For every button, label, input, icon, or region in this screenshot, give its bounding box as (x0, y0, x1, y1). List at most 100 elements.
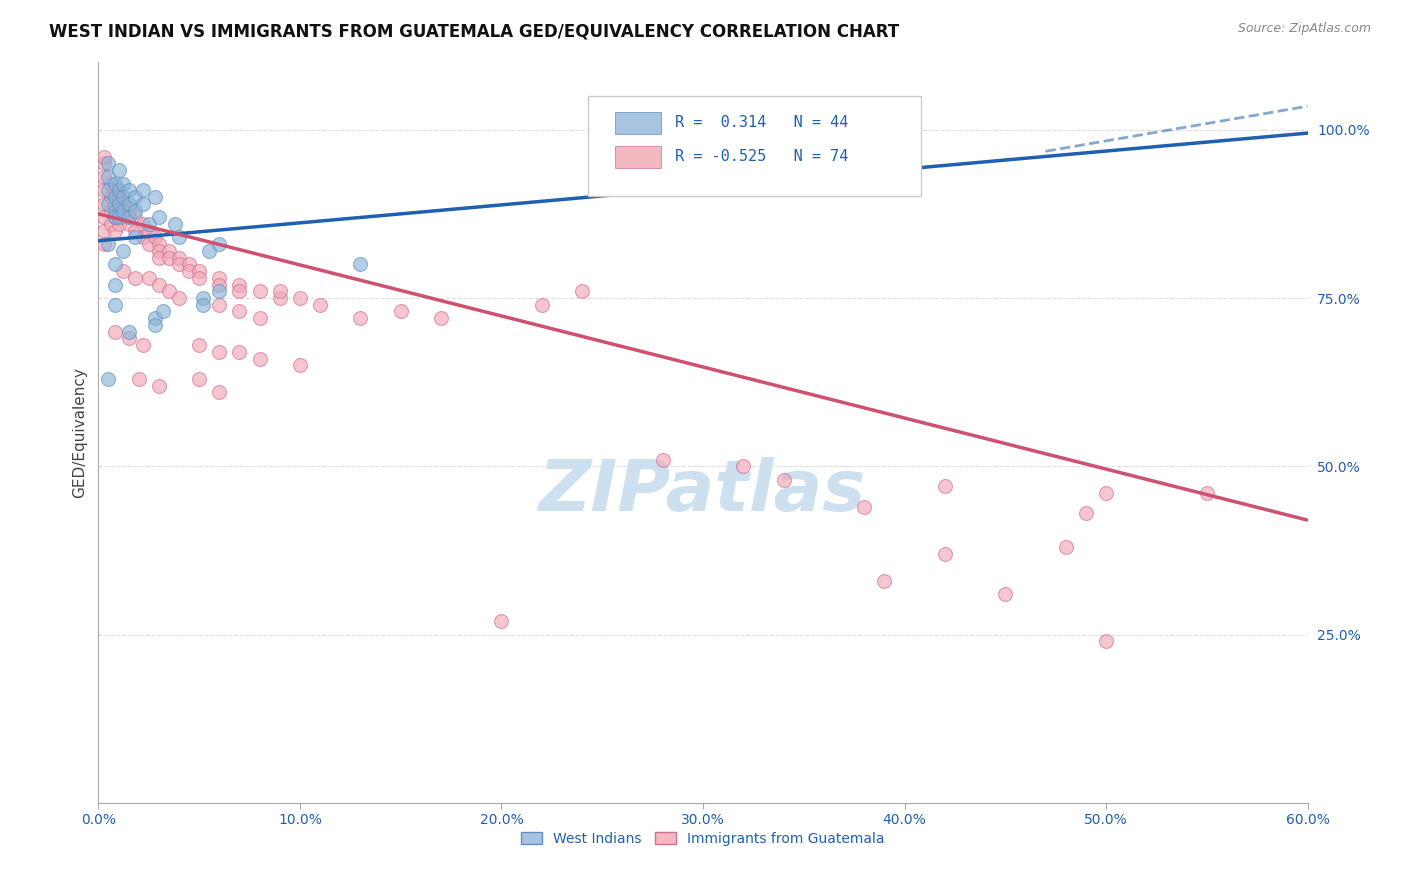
FancyBboxPatch shape (614, 146, 661, 169)
Point (193, 298, 215, 312)
Point (288, 291, 311, 305)
Point (97, 196, 120, 211)
Point (148, 244, 170, 258)
Point (198, 244, 221, 258)
Point (97, 237, 120, 252)
Point (93, 196, 115, 211)
Point (651, 452, 673, 467)
Point (228, 285, 250, 299)
Point (97, 183, 120, 197)
Point (1095, 634, 1118, 648)
Point (430, 311, 453, 326)
Text: R = -0.525   N = 74: R = -0.525 N = 74 (675, 149, 849, 164)
Point (97, 156, 120, 170)
Point (934, 479, 956, 493)
Point (228, 304, 250, 318)
Point (349, 257, 371, 271)
Point (143, 230, 166, 244)
Point (107, 163, 129, 178)
Point (132, 338, 155, 352)
FancyBboxPatch shape (588, 95, 921, 195)
Point (772, 473, 794, 487)
Point (138, 270, 160, 285)
Point (188, 338, 211, 352)
Point (100, 177, 122, 191)
Point (124, 230, 146, 244)
Point (138, 224, 160, 238)
Point (1054, 540, 1077, 554)
Point (111, 203, 134, 218)
Point (124, 190, 146, 204)
Legend: West Indians, Immigrants from Guatemala: West Indians, Immigrants from Guatemala (516, 826, 890, 851)
Point (124, 270, 146, 285)
Point (143, 190, 166, 204)
Point (143, 311, 166, 326)
Point (208, 237, 231, 252)
Point (163, 217, 186, 231)
Point (309, 298, 332, 312)
Point (208, 298, 231, 312)
Point (118, 217, 141, 231)
Point (124, 211, 146, 225)
Point (97, 372, 120, 386)
Point (733, 459, 755, 474)
Point (118, 203, 141, 218)
Point (148, 277, 170, 292)
Point (107, 217, 129, 231)
Point (103, 257, 125, 271)
Point (103, 203, 125, 218)
Point (103, 224, 125, 238)
Point (103, 211, 125, 225)
Point (188, 264, 211, 278)
Point (179, 257, 201, 271)
Point (349, 311, 371, 326)
Point (97, 169, 120, 184)
Point (157, 251, 180, 265)
Point (124, 203, 146, 218)
Point (111, 264, 134, 278)
Point (93, 156, 115, 170)
Point (100, 217, 122, 231)
Point (934, 547, 956, 561)
Point (107, 203, 129, 218)
Point (143, 318, 166, 332)
Point (188, 270, 211, 285)
Point (1195, 486, 1218, 500)
Point (148, 251, 170, 265)
Point (118, 211, 141, 225)
Point (249, 351, 271, 366)
Point (103, 211, 125, 225)
Point (93, 169, 115, 184)
Point (249, 311, 271, 326)
Point (1095, 486, 1118, 500)
Point (1074, 507, 1097, 521)
Point (188, 372, 211, 386)
Point (132, 183, 155, 197)
Point (103, 183, 125, 197)
Point (93, 237, 115, 252)
Point (148, 237, 170, 252)
Point (93, 224, 115, 238)
Point (152, 304, 174, 318)
Point (111, 244, 134, 258)
Text: ZIPatlas: ZIPatlas (540, 458, 866, 526)
Point (571, 285, 593, 299)
Point (167, 251, 190, 265)
Point (167, 257, 190, 271)
Point (103, 190, 125, 204)
Point (93, 183, 115, 197)
Text: R =  0.314   N = 44: R = 0.314 N = 44 (675, 115, 849, 130)
Point (118, 183, 141, 197)
Point (132, 217, 155, 231)
Y-axis label: GED/Equivalency: GED/Equivalency (72, 368, 87, 498)
Point (208, 277, 231, 292)
Text: Source: ZipAtlas.com: Source: ZipAtlas.com (1237, 22, 1371, 36)
Point (107, 190, 129, 204)
Point (138, 237, 160, 252)
Point (994, 587, 1017, 601)
Point (157, 244, 180, 258)
Point (208, 385, 231, 400)
Point (111, 190, 134, 204)
Point (103, 325, 125, 339)
Point (103, 196, 125, 211)
